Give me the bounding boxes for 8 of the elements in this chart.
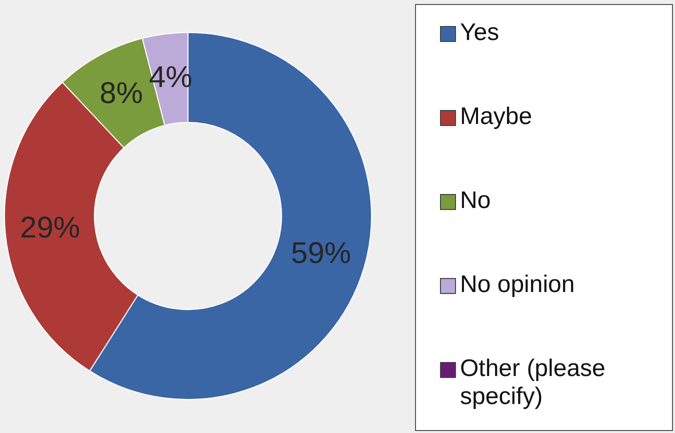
data-label: 59% bbox=[291, 236, 352, 270]
legend-label: Yes bbox=[460, 19, 500, 47]
data-label: 29% bbox=[20, 211, 80, 244]
legend-label: Other (please specify) bbox=[460, 355, 606, 411]
legend-label: Maybe bbox=[460, 103, 532, 131]
data-label: 8% bbox=[100, 76, 143, 110]
legend-label: No opinion bbox=[460, 271, 575, 299]
legend-label: No bbox=[460, 187, 491, 215]
